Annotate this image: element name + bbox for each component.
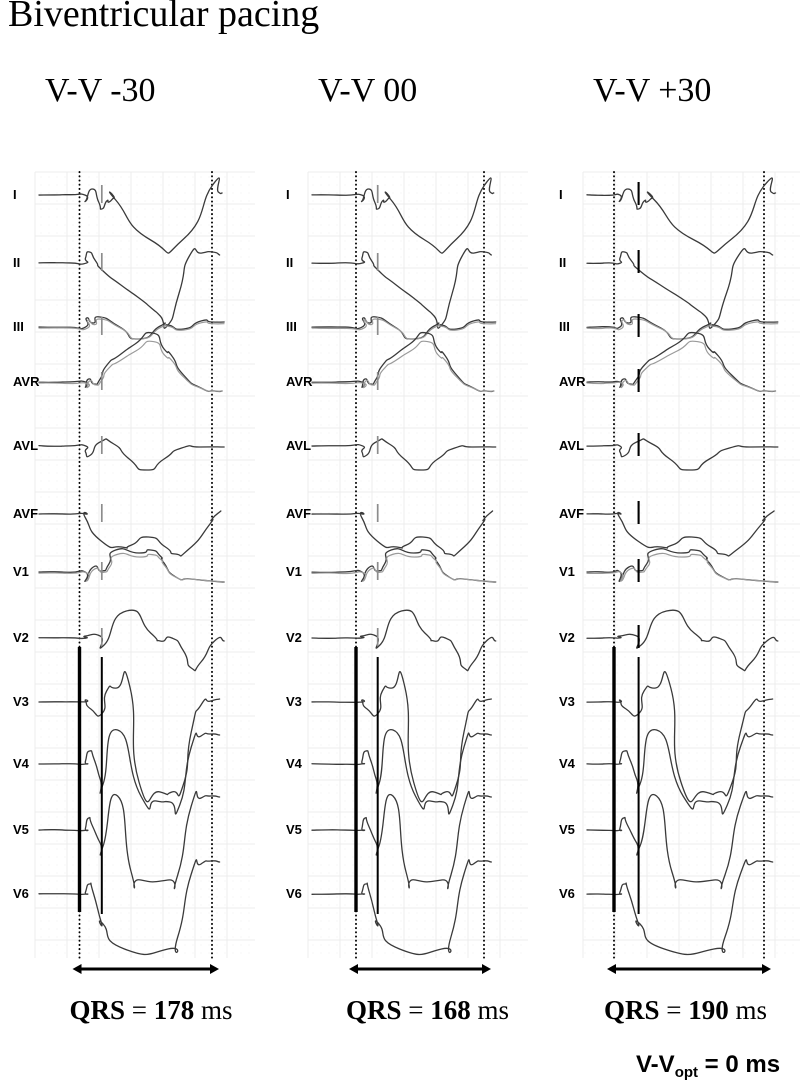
svg-text:I: I (559, 187, 563, 202)
svg-text:V1: V1 (286, 564, 302, 579)
svg-text:V3: V3 (286, 694, 302, 709)
svg-text:V2: V2 (559, 630, 575, 645)
svg-text:V6: V6 (13, 886, 29, 901)
svg-text:V5: V5 (286, 822, 302, 837)
svg-text:II: II (13, 255, 20, 270)
svg-text:QRS = 178 ms: QRS = 178 ms (70, 995, 233, 1025)
svg-text:V6: V6 (559, 886, 575, 901)
svg-text:AVF: AVF (13, 506, 38, 521)
svg-text:V4: V4 (559, 756, 576, 771)
svg-text:AVF: AVF (559, 506, 584, 521)
svg-text:AVR: AVR (13, 374, 40, 389)
svg-text:V2: V2 (13, 630, 29, 645)
svg-text:I: I (286, 187, 290, 202)
svg-text:V4: V4 (13, 756, 30, 771)
svg-text:V-V 00: V-V 00 (318, 72, 417, 109)
svg-text:II: II (559, 255, 566, 270)
svg-text:III: III (559, 319, 570, 334)
svg-text:V-Vopt = 0 ms: V-Vopt = 0 ms (636, 1051, 780, 1081)
svg-text:AVL: AVL (286, 438, 311, 453)
svg-text:V-V -30: V-V -30 (45, 72, 156, 109)
svg-text:V5: V5 (13, 822, 29, 837)
svg-text:III: III (286, 319, 297, 334)
svg-text:III: III (13, 319, 24, 334)
svg-text:AVL: AVL (559, 438, 584, 453)
svg-text:V3: V3 (559, 694, 575, 709)
svg-text:V1: V1 (13, 564, 29, 579)
svg-text:II: II (286, 255, 293, 270)
svg-text:AVL: AVL (13, 438, 38, 453)
svg-text:QRS = 168 ms: QRS = 168 ms (346, 995, 509, 1025)
svg-text:V2: V2 (286, 630, 302, 645)
svg-text:Biventricular pacing: Biventricular pacing (8, 0, 319, 35)
svg-text:QRS = 190 ms: QRS = 190 ms (604, 995, 767, 1025)
svg-text:V1: V1 (559, 564, 575, 579)
svg-text:V5: V5 (559, 822, 575, 837)
svg-text:AVR: AVR (286, 374, 313, 389)
svg-text:V3: V3 (13, 694, 29, 709)
svg-text:V6: V6 (286, 886, 302, 901)
svg-text:V-V +30: V-V +30 (593, 72, 711, 109)
svg-text:AVF: AVF (286, 506, 311, 521)
svg-text:V4: V4 (286, 756, 303, 771)
svg-text:AVR: AVR (559, 374, 586, 389)
svg-text:I: I (13, 187, 17, 202)
